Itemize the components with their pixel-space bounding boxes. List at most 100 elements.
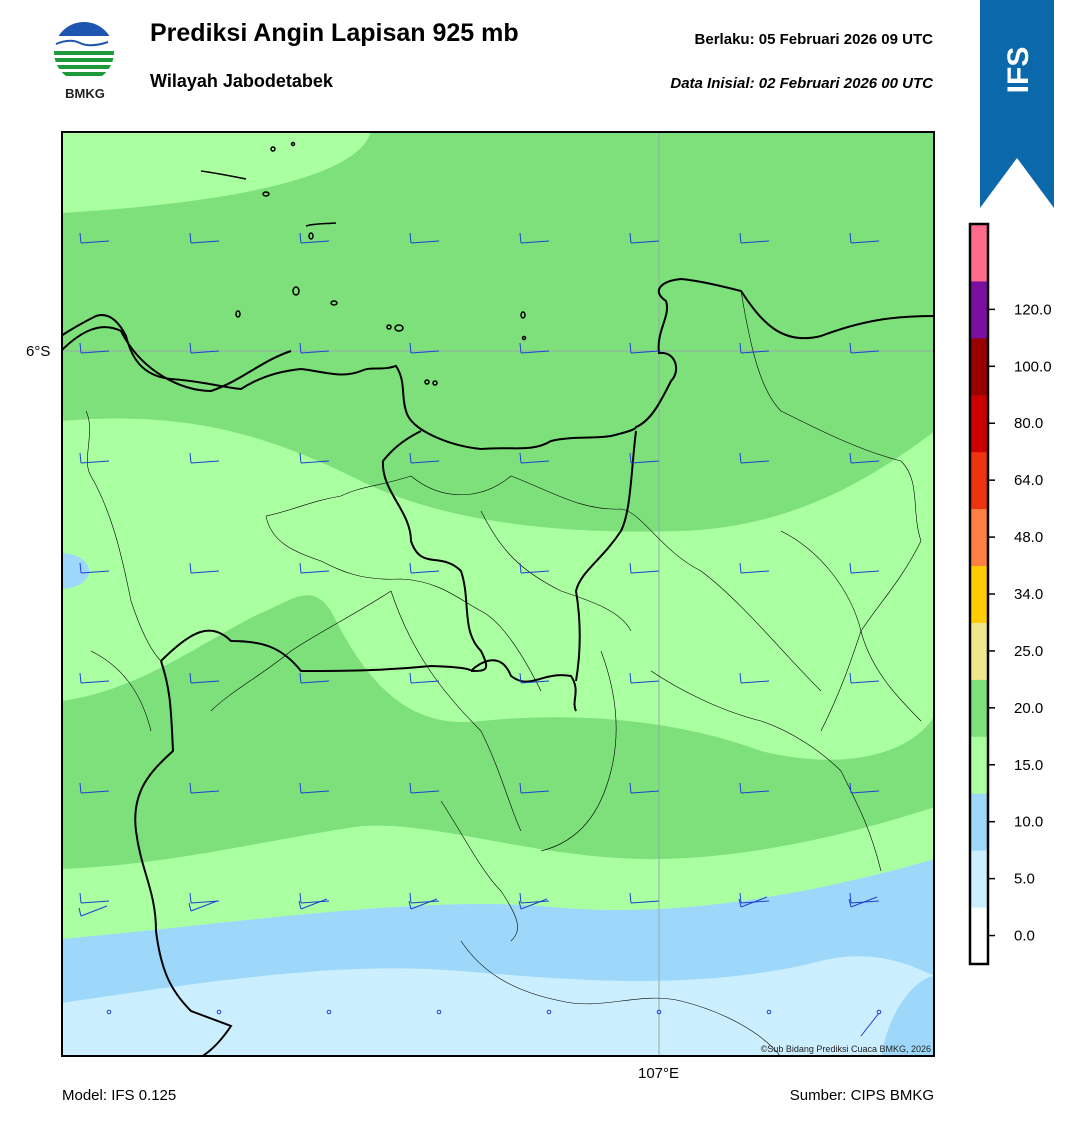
band-5-10-patch [61, 553, 89, 589]
lon-label: 107°E [638, 1065, 680, 1082]
wind-barb [849, 562, 880, 574]
wind-barb [189, 672, 220, 684]
wind-barb [629, 232, 660, 244]
wind-barb [629, 892, 660, 904]
calm-wind-marker [436, 1009, 442, 1015]
wind-barb [79, 562, 110, 574]
wind-barb [299, 232, 330, 244]
colorbar-tick-label: 120.0 [1014, 301, 1052, 318]
colorbar-segment [970, 565, 988, 623]
colorbar-tick-label: 5.0 [1014, 871, 1035, 888]
calm-wind-marker [106, 1009, 112, 1015]
colorbar-segment [970, 508, 988, 567]
wind-barb [189, 232, 220, 244]
map-frame [61, 131, 935, 1057]
calm-wind-marker [766, 1009, 772, 1015]
wind-barb [188, 900, 218, 912]
wind-barb [409, 232, 440, 244]
colorbar-tick-label: 20.0 [1014, 700, 1043, 717]
ifs-badge: IFS [980, 0, 1054, 208]
colorbar-tick-label: 64.0 [1014, 472, 1043, 489]
wind-barb [739, 342, 770, 354]
java-north-coastline [61, 277, 935, 451]
wind-barb [848, 896, 878, 908]
wind-barb [519, 672, 550, 684]
wind-barb [79, 342, 110, 354]
colorbar-tick-label: 34.0 [1014, 586, 1043, 603]
wind-barb [298, 898, 328, 910]
wind-barb [849, 452, 880, 464]
colorbar-segment [970, 394, 988, 453]
wind-barb [189, 452, 220, 464]
wind-barb [409, 892, 440, 904]
wind-map: ©Sub Bidang Prediksi Cuaca BMKG, 2026 [61, 131, 935, 1057]
colorbar-segment [970, 793, 988, 851]
badge-text: IFS [1002, 47, 1035, 94]
wind-barb [299, 342, 330, 354]
colorbar-segment [970, 622, 988, 680]
wind-barb [629, 782, 660, 794]
calm-wind-marker [546, 1009, 552, 1015]
colorbar-tick-label: 48.0 [1014, 529, 1043, 546]
wind-barb [629, 562, 660, 574]
logo-text: BMKG [65, 86, 105, 101]
thousand-islands [200, 141, 527, 386]
wind-barb [518, 898, 548, 910]
calm-wind-marker [656, 1009, 662, 1015]
band-0-5 [61, 956, 935, 1057]
band-10-15-top [61, 131, 371, 213]
page-title: Prediksi Angin Lapisan 925 mb [150, 19, 519, 47]
wind-barb [299, 562, 330, 574]
wind-barb [739, 562, 770, 574]
bmkg-logo: BMKG [54, 22, 114, 101]
wind-barb [629, 452, 660, 464]
colorbar-tick-label: 15.0 [1014, 757, 1043, 774]
colorbar-segment [970, 850, 988, 908]
district-borders [85, 290, 922, 1057]
wind-barb [738, 896, 768, 908]
wind-barb [860, 1012, 880, 1037]
wind-barb [849, 342, 880, 354]
wind-barb [519, 562, 550, 574]
colorbar: 0.0 5.0 10.0 15.0 20.0 25.0 34.0 48.0 64.0 80.0 10… [968, 222, 1052, 966]
band-10-15-middle [61, 418, 935, 760]
wind-barb [409, 342, 440, 354]
wind-barb [409, 672, 440, 684]
model-label: Model: IFS 0.125 [62, 1087, 177, 1104]
wind-barb [849, 232, 880, 244]
wind-barb [79, 892, 110, 904]
colorbar-tick-label: 0.0 [1014, 928, 1035, 945]
wind-barb [79, 672, 110, 684]
wind-barb [629, 672, 660, 684]
colorbar-tick-label: 25.0 [1014, 643, 1043, 660]
colorbar-segment [970, 736, 988, 794]
wind-barb [189, 562, 220, 574]
lat-label: 6°S [26, 343, 51, 360]
colorbar-segment [970, 679, 988, 737]
valid-time: Berlaku: 05 Februari 2026 09 UTC [694, 31, 933, 48]
band-5-10-corner [881, 976, 935, 1057]
wind-barb [739, 672, 770, 684]
wind-barb [849, 672, 880, 684]
wind-barb [519, 782, 550, 794]
wind-barb [79, 452, 110, 464]
wind-barb [849, 782, 880, 794]
wind-barb [299, 452, 330, 464]
wind-barb [519, 892, 550, 904]
wind-barb [189, 892, 220, 904]
map-copyright: ©Sub Bidang Prediksi Cuaca BMKG, 2026 [761, 1044, 931, 1054]
wind-barb [519, 452, 550, 464]
region-subtitle: Wilayah Jabodetabek [150, 71, 333, 91]
wind-barb [409, 782, 440, 794]
wind-barb [409, 452, 440, 464]
colorbar-tick-label: 80.0 [1014, 415, 1043, 432]
wind-barbs [78, 232, 882, 1037]
colorbar-segment [970, 337, 988, 396]
calm-wind-marker [326, 1009, 332, 1015]
colorbar-segment [970, 280, 988, 339]
wind-barb [519, 342, 550, 354]
init-time: Data Inisial: 02 Februari 2026 00 UTC [670, 75, 933, 92]
source-label: Sumber: CIPS BMKG [789, 1087, 934, 1104]
colorbar-segment [970, 224, 988, 282]
wind-barb [739, 782, 770, 794]
